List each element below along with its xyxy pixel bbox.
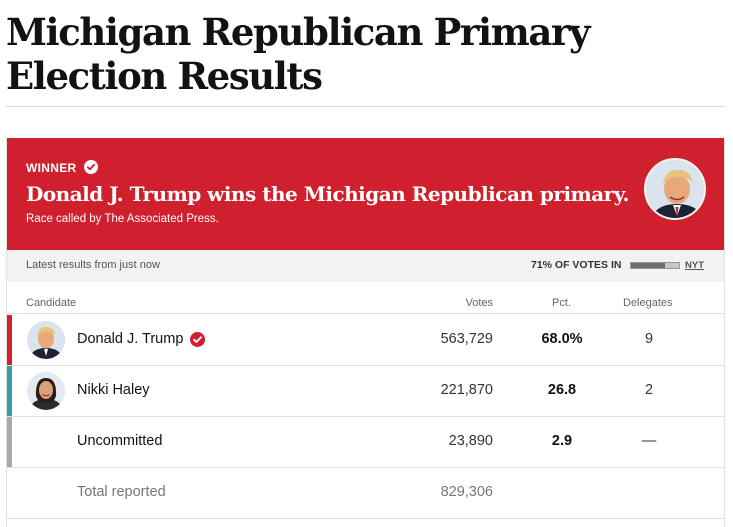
candidate-delegates: — (641, 433, 657, 449)
table-row: Nikki Haley 221,870 26.8 2 (7, 366, 724, 417)
table-row: Uncommitted 23,890 2.9 — (7, 417, 724, 468)
votes-in-progress-fill (631, 263, 666, 268)
header-candidate: Candidate (26, 297, 77, 309)
winner-banner: WINNER Donald J. Trump wins the Michigan… (7, 138, 724, 250)
candidate-photo-haley (27, 372, 65, 410)
winner-check-icon (190, 332, 205, 347)
candidate-photo-trump (27, 321, 65, 359)
header-votes: Votes (465, 297, 493, 309)
votes-in-label: 71% OF VOTES IN (531, 259, 622, 271)
total-label: Total reported (77, 484, 166, 500)
candidate-votes: 221,870 (440, 382, 493, 398)
candidate-delegates: 9 (644, 331, 654, 347)
candidate-name: Nikki Haley (77, 382, 150, 398)
winner-tag: WINNER (26, 161, 77, 175)
candidate-pct: 26.8 (547, 382, 577, 398)
header-delegates: Delegates (623, 297, 673, 309)
last-updated-text: Latest results from just now (26, 259, 160, 271)
candidate-name: Uncommitted (77, 433, 163, 449)
votes-in-progress-bar (630, 262, 680, 269)
table-row: Donald J. Trump 563,729 68.0% 9 (7, 315, 724, 366)
title-divider (6, 106, 725, 107)
results-status-bar: Latest results from just now 71% OF VOTE… (7, 250, 724, 282)
candidate-color-stripe (7, 417, 12, 467)
winner-headline: Donald J. Trump wins the Michigan Republ… (26, 182, 629, 206)
checkmark-icon (84, 160, 98, 174)
nyt-estimate-link[interactable]: NYT (685, 260, 704, 271)
results-card: WINNER Donald J. Trump wins the Michigan… (6, 138, 725, 527)
candidate-color-stripe (7, 366, 12, 416)
page-title: Michigan Republican Primary Election Res… (6, 10, 591, 98)
total-row: Total reported 829,306 (7, 468, 724, 519)
total-votes: 829,306 (440, 484, 493, 500)
party-color-stripe (7, 315, 12, 365)
table-header: Candidate Votes Pct. Delegates (7, 282, 724, 314)
race-call-note: Race called by The Associated Press. (26, 213, 219, 225)
candidate-name: Donald J. Trump (77, 331, 184, 347)
header-pct: Pct. (552, 297, 571, 309)
candidate-votes: 563,729 (440, 331, 493, 347)
winner-photo (644, 158, 706, 220)
candidate-pct: 68.0% (541, 331, 583, 347)
candidate-delegates: 2 (644, 382, 654, 398)
candidate-votes: 23,890 (448, 433, 493, 449)
candidate-pct: 2.9 (551, 433, 573, 449)
